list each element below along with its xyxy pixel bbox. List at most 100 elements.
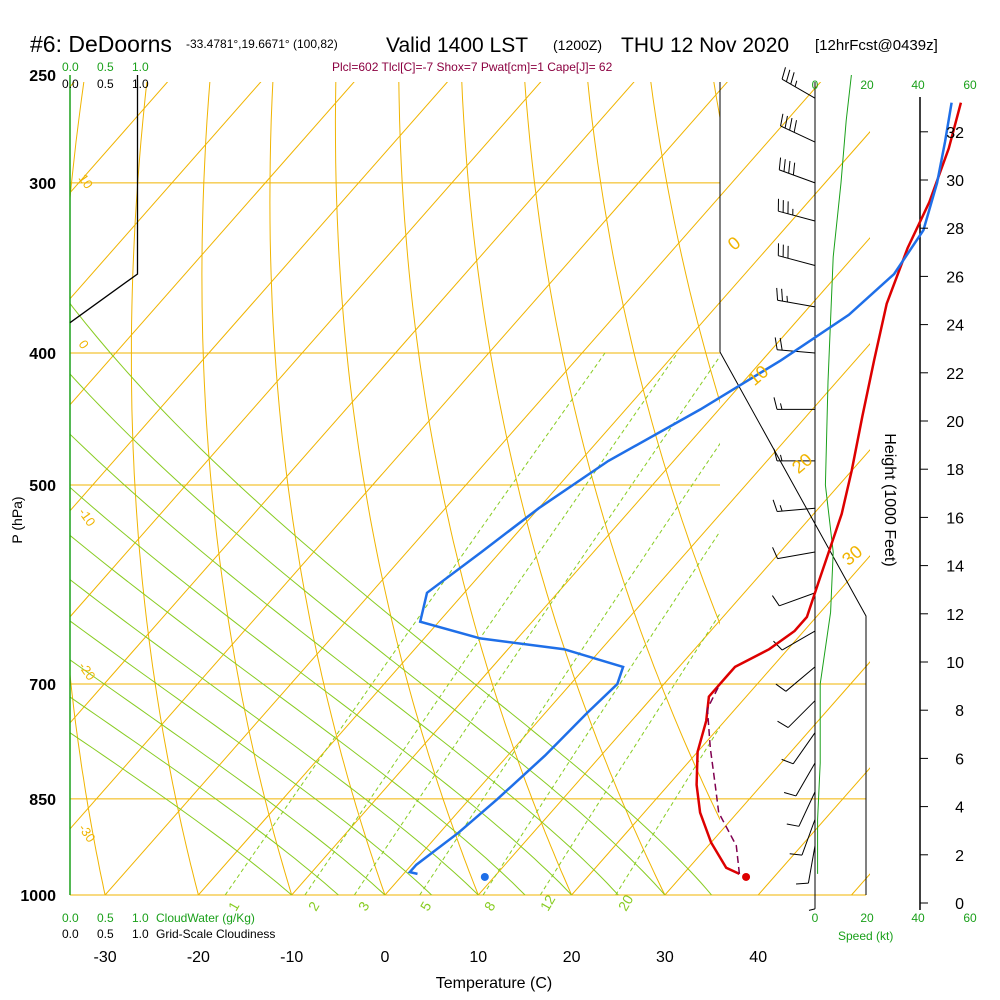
parcel-line <box>706 683 741 874</box>
height-tick-label: 16 <box>946 510 964 527</box>
wind-barb-flag <box>774 337 778 350</box>
moist-adiabat <box>70 486 573 895</box>
dry-adiabat <box>650 82 720 404</box>
isotherm-label: 0 <box>724 233 745 255</box>
temperature-tick-label: 10 <box>469 949 487 966</box>
wind-barb-half <box>780 403 783 410</box>
wind-tick-bottom: 60 <box>963 911 977 925</box>
mixing-ratio-line <box>615 725 720 895</box>
moist-adiabat <box>70 302 713 895</box>
wind-barb-flag <box>789 117 793 131</box>
wind-speed-line <box>817 74 852 874</box>
wind-barb-flag <box>772 547 779 559</box>
wind-profile <box>771 67 852 911</box>
mixing-ratio-line <box>482 530 720 895</box>
cloudiness-profile <box>69 75 139 324</box>
dry-adiabat-label: -20 <box>76 659 99 683</box>
isotherm-line <box>384 343 870 895</box>
wind-barb-flag <box>778 157 782 170</box>
dry-adiabat <box>269 82 386 895</box>
cloudwater-tick-top: 0.5 <box>97 60 114 74</box>
wind-barb <box>781 67 816 99</box>
wind-barb-staff <box>781 630 816 651</box>
height-tick-label: 20 <box>946 414 964 431</box>
temperature-tick-label: 20 <box>563 949 581 966</box>
height-tick-label: 22 <box>946 366 964 383</box>
wind-barb <box>772 547 816 560</box>
wind-barb-staff <box>787 700 816 728</box>
cloudiness-tick-top: 1.0 <box>132 77 149 91</box>
wind-barb-flag <box>781 67 786 80</box>
wind-barb-staff <box>779 592 816 607</box>
surface-dewpoint-dot <box>480 872 489 881</box>
moist-adiabats <box>70 302 713 895</box>
wind-barb <box>778 157 816 184</box>
height-tick-label: 6 <box>955 751 964 768</box>
wind-barb-staff <box>792 732 816 765</box>
dry-adiabats <box>70 82 720 895</box>
indices-line: Plcl=602 Tlcl[C]=-7 Shox=7 Pwat[cm]=1 Ca… <box>332 60 613 74</box>
cloudiness-line <box>69 75 139 324</box>
wind-barb-staff <box>781 78 816 99</box>
height-tick-label: 18 <box>946 462 964 479</box>
isotherm-label: 20 <box>788 449 816 477</box>
wind-barb-flag <box>786 823 800 827</box>
wind-barb-flag <box>772 499 778 512</box>
isotherm-line <box>757 767 870 895</box>
temperature-tick-label: 0 <box>381 949 390 966</box>
wind-barb-flag <box>792 162 796 176</box>
height-tick-label: 32 <box>946 125 964 142</box>
wind-barb-flag <box>773 397 778 410</box>
temperature-tick-label: 30 <box>656 949 674 966</box>
sounding-series <box>407 102 963 881</box>
pressure-tick-label: 400 <box>29 346 56 363</box>
cloudwater-tick-top: 0.0 <box>62 60 79 74</box>
mixing-ratio-line <box>353 355 720 895</box>
wind-tick-top: 0 <box>812 78 819 92</box>
dry-adiabat-label: 10 <box>76 171 97 191</box>
moist-adiabat <box>70 579 480 895</box>
wind-barb <box>777 198 816 222</box>
wind-barb-flag <box>785 69 791 82</box>
wind-barb-flag <box>771 595 780 607</box>
moist-adiabat <box>70 620 433 895</box>
cloudiness-label: Grid-Scale Cloudiness <box>156 927 275 941</box>
y2-axis-title: Height (1000 Feet) <box>881 433 898 566</box>
wind-barb-staff <box>798 791 816 827</box>
moist-adiabat <box>70 696 340 895</box>
y-axis-title: P (hPa) <box>9 496 25 543</box>
dry-adiabat <box>130 82 199 895</box>
pressure-tick-label: 250 <box>29 68 56 85</box>
dry-adiabat-label: 0 <box>76 337 92 352</box>
height-tick-label: 4 <box>955 800 964 817</box>
pressure-tick-label: 850 <box>29 792 56 809</box>
wind-tick-top: 20 <box>860 78 874 92</box>
temperature-tick-label: -30 <box>94 949 117 966</box>
wind-barb <box>786 791 816 827</box>
cloudiness-tick-top: 0.5 <box>97 77 114 91</box>
wind-barb <box>775 666 816 692</box>
wind-barb-flag <box>793 120 797 133</box>
cloudiness-tick-bottom: 1.0 <box>132 927 149 941</box>
wind-barb-staff <box>778 255 816 266</box>
wind-barb-flag <box>788 160 791 174</box>
temperature-tick-label: -20 <box>187 949 210 966</box>
wind-barb <box>776 287 816 308</box>
valid-time: Valid 1400 LST <box>386 34 528 57</box>
wind-speed-label: Speed (kt) <box>838 929 893 943</box>
wind-barb <box>781 732 816 765</box>
wind-barb-flag <box>775 683 787 692</box>
height-tick-label: 28 <box>946 221 964 238</box>
isotherm-line <box>70 82 262 300</box>
cloudwater-label: CloudWater (g/Kg) <box>156 911 255 925</box>
mixing-ratio-label: 2 <box>305 899 323 914</box>
cloudwater-tick-bottom: 0.5 <box>97 911 114 925</box>
mixing-ratio-label: 12 <box>537 892 559 914</box>
height-tick-label: 12 <box>946 607 964 624</box>
dry-adiabat-label: -30 <box>76 821 99 845</box>
height-tick-label: 24 <box>946 318 964 335</box>
wind-barb <box>772 499 816 513</box>
dewpoint-line <box>407 102 953 876</box>
